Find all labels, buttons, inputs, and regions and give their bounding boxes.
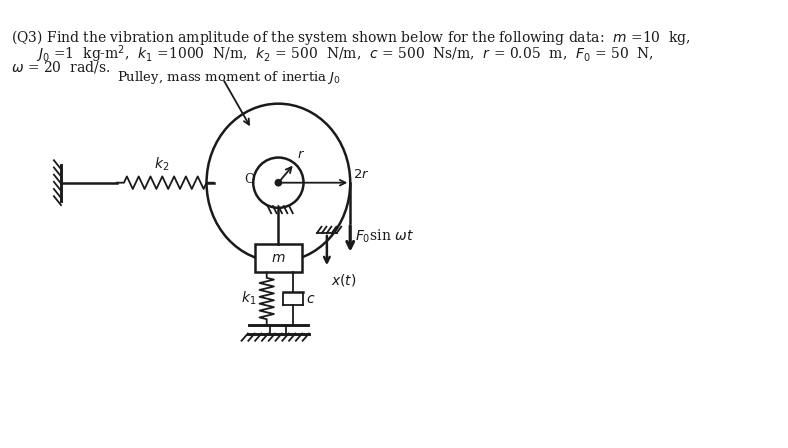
Text: $k_1$: $k_1$ — [240, 290, 256, 307]
Text: $x(t)$: $x(t)$ — [332, 272, 357, 289]
Bar — [255, 244, 302, 272]
Text: $c$: $c$ — [307, 292, 316, 306]
Text: $m$: $m$ — [271, 251, 286, 265]
Text: Pulley, mass moment of inertia $J_0$: Pulley, mass moment of inertia $J_0$ — [117, 69, 340, 86]
Text: $\omega$ = 20  rad/s.: $\omega$ = 20 rad/s. — [11, 59, 110, 75]
Text: O: O — [244, 173, 255, 186]
Text: (Q3) Find the vibration amplitude of the system shown below for the following da: (Q3) Find the vibration amplitude of the… — [11, 28, 690, 47]
Text: $r$: $r$ — [297, 148, 306, 161]
Text: $k_2$: $k_2$ — [154, 155, 169, 173]
Text: $2r$: $2r$ — [353, 168, 370, 181]
Text: $J_0$ =1  kg-m$^2$,  $k_1$ =1000  N/m,  $k_2$ = 500  N/m,  $c$ = 500  Ns/m,  $r$: $J_0$ =1 kg-m$^2$, $k_1$ =1000 N/m, $k_2… — [36, 43, 654, 65]
Circle shape — [275, 180, 281, 186]
Text: $F_0$sin $\omega t$: $F_0$sin $\omega t$ — [355, 228, 414, 245]
